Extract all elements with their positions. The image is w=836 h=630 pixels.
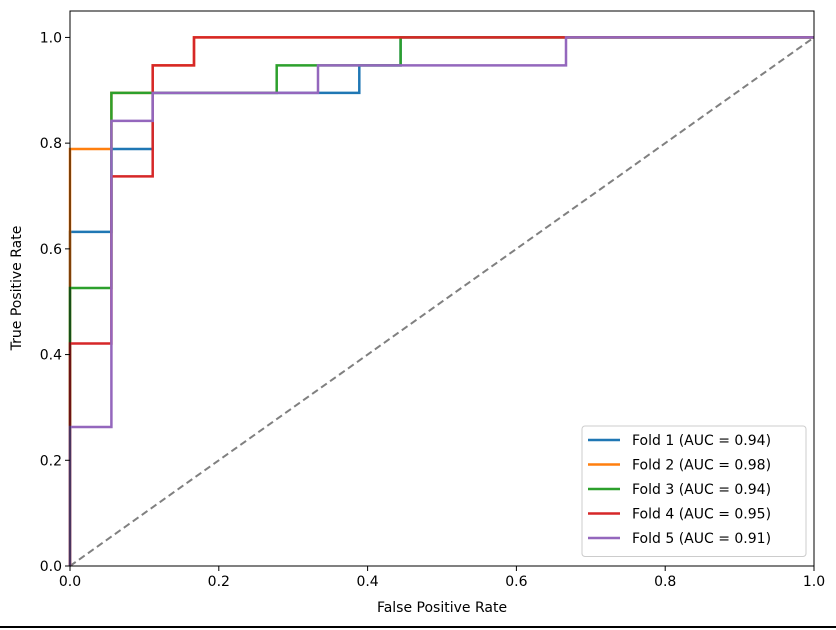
x-tick-label: 0.0 — [59, 574, 81, 590]
legend-label-fold-1: Fold 1 (AUC = 0.94) — [632, 433, 771, 449]
x-tick-label: 0.2 — [208, 574, 230, 590]
legend-label-fold-5: Fold 5 (AUC = 0.91) — [632, 531, 771, 547]
legend: Fold 1 (AUC = 0.94) Fold 2 (AUC = 0.98) Fo… — [581, 425, 807, 557]
x-tick-label: 0.6 — [505, 574, 527, 590]
y-tick-label: 1.0 — [40, 30, 62, 46]
legend-label-fold-2: Fold 2 (AUC = 0.98) — [632, 458, 771, 474]
legend-label-fold-3: Fold 3 (AUC = 0.94) — [632, 482, 771, 498]
roc-curve-fold-5 — [68, 36, 814, 566]
chance-diagonal-line — [69, 36, 815, 567]
legend-box — [581, 425, 807, 557]
bottom-divider — [0, 626, 836, 628]
reference-layer — [69, 36, 815, 567]
y-tick-label: 0.2 — [40, 453, 62, 469]
x-tick-label: 0.4 — [356, 574, 378, 590]
x-tick-label: 0.8 — [654, 574, 676, 590]
legend-label-fold-4: Fold 4 (AUC = 0.95) — [632, 507, 771, 523]
y-tick-label: 0.4 — [40, 348, 62, 364]
x-tick-label: 1.0 — [803, 574, 825, 590]
x-axis-ticks: 0.0 0.2 0.4 0.6 0.8 1.0 — [59, 566, 825, 590]
y-axis-ticks: 0.0 0.2 0.4 0.6 0.8 1.0 — [40, 30, 70, 575]
y-tick-label: 0.6 — [40, 242, 62, 258]
x-axis-label: False Positive Rate — [377, 600, 507, 616]
y-tick-label: 0.0 — [40, 559, 62, 575]
plot-border — [69, 10, 815, 567]
y-tick-label: 0.8 — [40, 136, 62, 152]
roc-curve-fold-4 — [68, 36, 814, 566]
plot-area — [68, 10, 815, 567]
y-axis-label: True Positive Rate — [9, 226, 25, 352]
